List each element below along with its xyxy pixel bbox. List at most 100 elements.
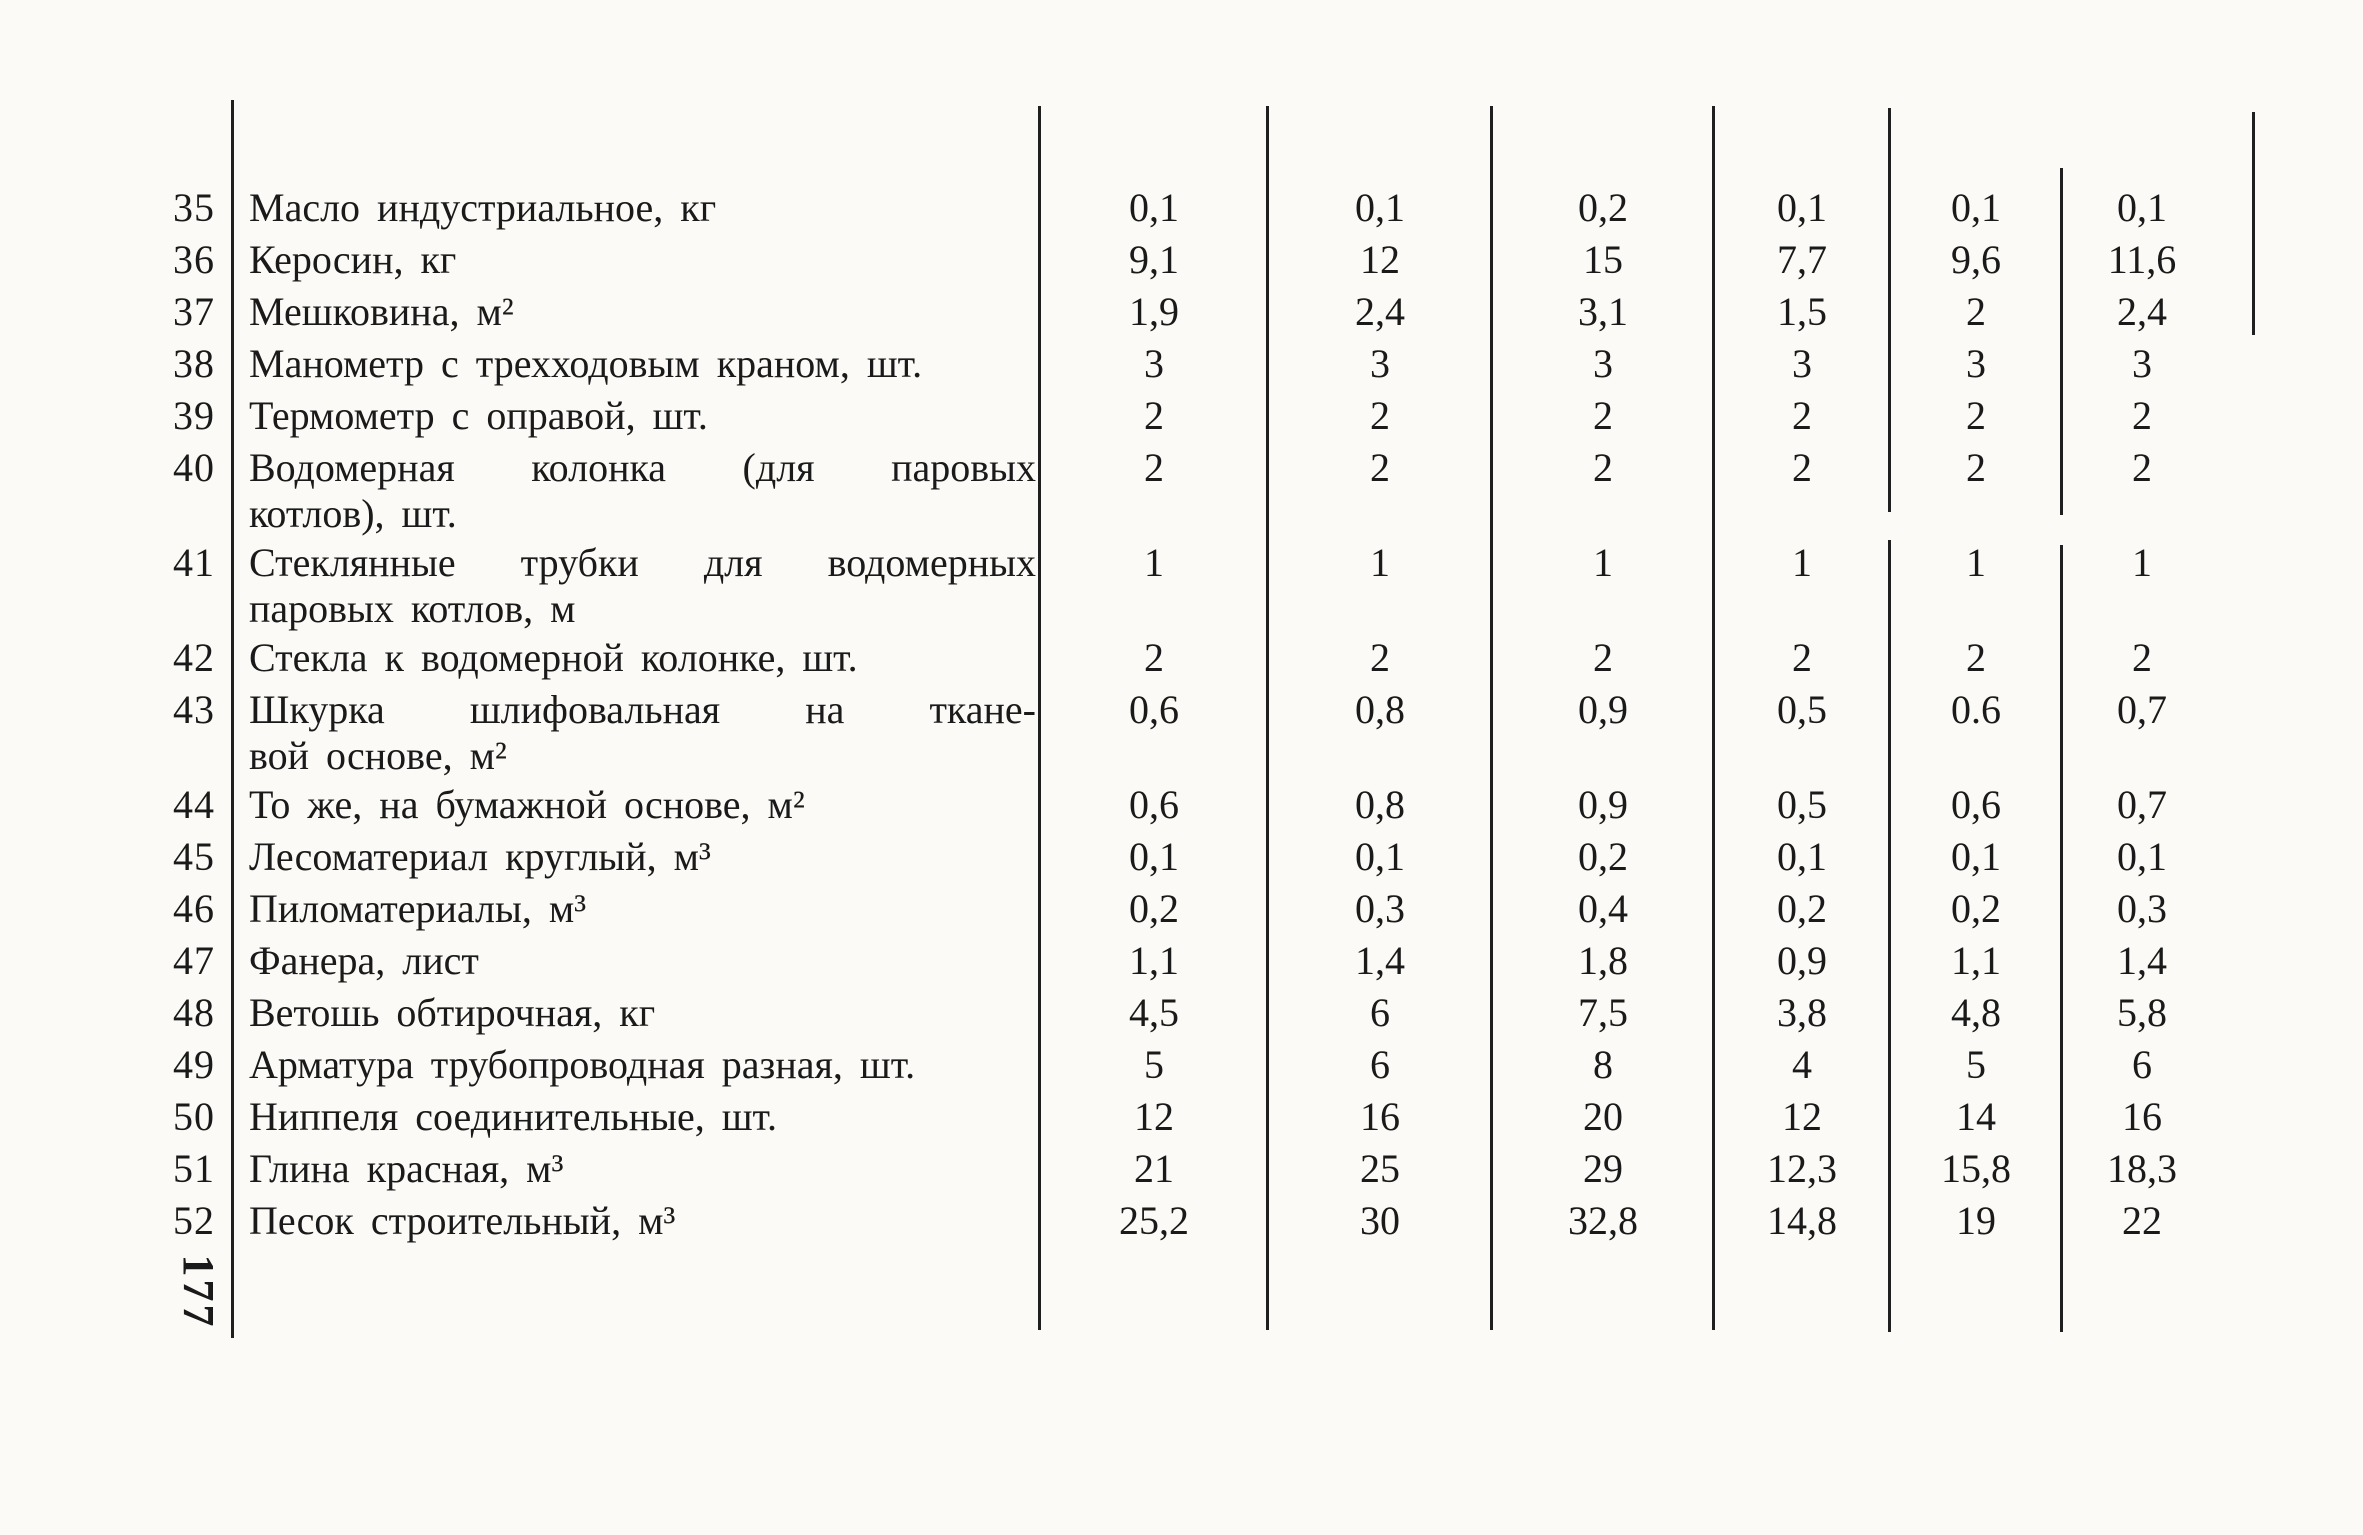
column-rule [1712, 106, 1715, 1330]
row-number-cell: 47 [173, 938, 215, 983]
row-number-cell: 35 [173, 185, 215, 230]
value-cell: 0,1 [2117, 834, 2167, 879]
item-name-line: Керосин, кг [249, 237, 457, 282]
row-number-cell: 40 [173, 445, 215, 490]
item-name-line: Стекла к водомерной колонке, шт. [249, 635, 858, 680]
value-cell: 0,9 [1578, 782, 1628, 827]
value-cell: 4,5 [1129, 990, 1179, 1035]
value-cell: 0,4 [1578, 886, 1628, 931]
value-cell: 30 [1360, 1198, 1400, 1243]
value-cell: 4,8 [1951, 990, 2001, 1035]
value-cell: 0,1 [1129, 834, 1179, 879]
column-rule [1038, 106, 1041, 1330]
value-cell: 2 [2132, 635, 2152, 680]
value-cell: 25 [1360, 1146, 1400, 1191]
value-cell: 3,1 [1578, 289, 1628, 334]
value-cell: 2 [1593, 393, 1613, 438]
value-cell: 3,8 [1777, 990, 1827, 1035]
value-cell: 0,2 [1129, 886, 1179, 931]
row-number-cell: 51 [173, 1146, 215, 1191]
column-rule [1888, 540, 1891, 1332]
row-number-cell: 49 [173, 1042, 215, 1087]
value-cell: 1,1 [1129, 938, 1179, 983]
value-cell: 0,1 [1129, 185, 1179, 230]
row-number-cell: 48 [173, 990, 215, 1035]
item-name-cell: Мешковина, м² [233, 289, 1040, 341]
value-cell: 1,4 [2117, 938, 2167, 983]
value-cell: 0,5 [1777, 782, 1827, 827]
table-row: 41 Стеклянные трубки для водомерных паровы… [150, 540, 2222, 635]
value-cell: 3 [1966, 341, 1986, 386]
value-cell: 19 [1956, 1198, 1996, 1243]
value-cell: 1 [1144, 540, 1164, 585]
item-name-line: Мешковина, м² [249, 289, 514, 334]
value-cell: 3 [1593, 341, 1613, 386]
row-number-cell: 42 [173, 635, 215, 680]
item-name-cell: Арматура трубопроводная разная, шт. [233, 1042, 1040, 1094]
table-row: 51 Глина красная, м³ 21 25 29 12,3 15,8 18,3 [150, 1146, 2222, 1198]
value-cell: 0,6 [1129, 687, 1179, 732]
value-cell: 2 [1966, 635, 1986, 680]
row-number-cell: 46 [173, 886, 215, 931]
value-cell: 2 [1593, 635, 1613, 680]
item-name-line: вой основе, м² [249, 733, 507, 778]
item-name-line: Манометр с трехходовым краном, шт. [249, 341, 923, 386]
column-rule [1888, 108, 1891, 512]
row-number-cell: 39 [173, 393, 215, 438]
value-cell: 12 [1360, 237, 1400, 282]
table-row: 49 Арматура трубопроводная разная, шт. 5 6 8… [150, 1042, 2222, 1094]
value-cell: 25,2 [1119, 1198, 1189, 1243]
item-name-cell: Фанера, лист [233, 938, 1040, 990]
value-cell: 2 [1144, 393, 1164, 438]
column-rule [231, 100, 234, 1338]
value-cell: 2,4 [1355, 289, 1405, 334]
value-cell: 6 [2132, 1042, 2152, 1087]
value-cell: 0,7 [2117, 687, 2167, 732]
value-cell: 0,6 [1129, 782, 1179, 827]
value-cell: 8 [1593, 1042, 1613, 1087]
value-cell: 12 [1782, 1094, 1822, 1139]
value-cell: 18,3 [2107, 1146, 2177, 1191]
value-cell: 3 [2132, 341, 2152, 386]
value-cell: 22 [2122, 1198, 2162, 1243]
value-cell: 2 [1144, 635, 1164, 680]
item-name-cell: Лесоматериал круглый, м³ [233, 834, 1040, 886]
item-name-line: Водомерная колонка (для паровых [249, 445, 1036, 490]
item-name-cell: Масло индустриальное, кг [233, 185, 1040, 237]
table-row: 35 Масло индустриальное, кг 0,1 0,1 0,2 0,1 0,… [150, 185, 2222, 237]
value-cell: 3 [1792, 341, 1812, 386]
value-cell: 32,8 [1568, 1198, 1638, 1243]
value-cell: 2 [1966, 445, 1986, 490]
table-row: 40 Водомерная колонка (для паровых котлов)… [150, 445, 2222, 540]
column-rule [1490, 106, 1493, 1330]
value-cell: 9,1 [1129, 237, 1179, 282]
value-cell: 21 [1134, 1146, 1174, 1191]
item-name-cell: Пиломатериалы, м³ [233, 886, 1040, 938]
value-cell: 0,2 [1578, 185, 1628, 230]
value-cell: 29 [1583, 1146, 1623, 1191]
value-cell: 1,5 [1777, 289, 1827, 334]
value-cell: 3 [1144, 341, 1164, 386]
value-cell: 16 [2122, 1094, 2162, 1139]
value-cell: 4 [1792, 1042, 1812, 1087]
value-cell: 2 [1966, 289, 1986, 334]
item-name-line: То же, на бумажной основе, м² [249, 782, 805, 827]
value-cell: 1 [1792, 540, 1812, 585]
value-cell: 2 [1792, 445, 1812, 490]
table-row: 36 Керосин, кг 9,1 12 15 7,7 9,6 11,6 [150, 237, 2222, 289]
value-cell: 5,8 [2117, 990, 2167, 1035]
value-cell: 0,8 [1355, 782, 1405, 827]
value-cell: 0,9 [1578, 687, 1628, 732]
value-cell: 1,4 [1355, 938, 1405, 983]
row-number-cell: 44 [173, 782, 215, 827]
row-number-cell: 50 [173, 1094, 215, 1139]
value-cell: 1 [1593, 540, 1613, 585]
item-name-cell: Песок строительный, м³ [233, 1198, 1040, 1250]
table-row: 46 Пиломатериалы, м³ 0,2 0,3 0,4 0,2 0,2 0,3 [150, 886, 2222, 938]
item-name-line: Пиломатериалы, м³ [249, 886, 587, 931]
value-cell: 1,9 [1129, 289, 1179, 334]
row-number-cell: 52 [173, 1198, 215, 1243]
item-name-line: Ниппеля соединительные, шт. [249, 1094, 778, 1139]
item-name-cell: Стекла к водомерной колонке, шт. [233, 635, 1040, 687]
